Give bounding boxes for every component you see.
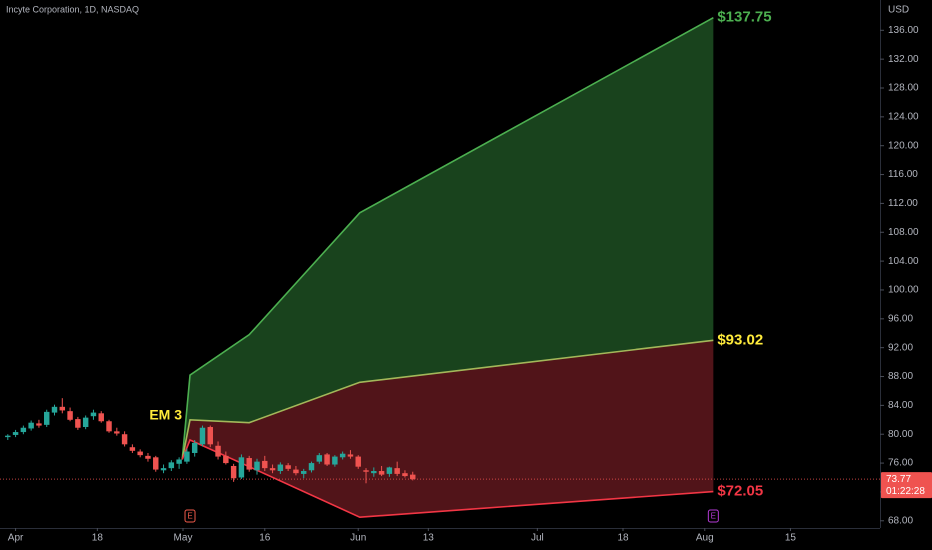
y-tick-label: 136.00 [888,25,919,36]
band-fill [182,17,714,460]
y-tick-label: 80.00 [888,429,913,440]
y-tick-label: 124.00 [888,111,919,122]
y-tick-label: 120.00 [888,140,919,151]
candle-body [269,468,276,471]
y-tick-label: 76.00 [888,458,913,469]
candle-body [160,468,167,471]
y-tick-label: 96.00 [888,313,913,324]
candle-body [82,417,89,428]
y-tick-label: 88.00 [888,371,913,382]
axis-unit: USD [888,5,909,16]
candle-body [339,453,346,458]
event-marker [707,509,719,523]
candle-body [332,456,338,465]
event-marker [184,509,196,523]
band-value-label: $72.05 [717,483,763,500]
candle-body [230,465,237,479]
candle-body [215,445,221,457]
candle-body [137,451,143,456]
y-tick-label: 116.00 [888,169,918,180]
candle-body [145,455,151,459]
candle-body [254,461,260,471]
y-tick-label: 92.00 [888,342,913,353]
candle-body [285,465,291,469]
candle-body [262,460,268,469]
candle-body [153,457,159,470]
x-tick-label: 18 [92,533,104,544]
candle-body [176,459,182,464]
candle-body [184,451,190,462]
candle-body [90,412,97,417]
candle-body [121,434,128,445]
candle-body [410,474,416,480]
y-tick-label: 112.00 [888,198,918,209]
x-tick-label: Jul [531,533,544,544]
band-value-label: $93.02 [717,331,763,348]
x-tick-label: 16 [259,533,271,544]
x-tick-label: May [174,533,193,544]
x-tick-label: 15 [785,533,797,544]
y-tick-label: 100.00 [888,285,919,296]
candle-body [51,406,58,413]
candle-body [308,463,315,471]
y-tick-label: 128.00 [888,83,919,94]
x-tick-label: Apr [8,533,24,544]
y-tick-label: 132.00 [888,54,919,65]
candle-body [293,469,299,474]
candle-body [394,468,400,474]
band-value-label: $137.75 [717,9,771,26]
x-tick-label: Aug [696,533,714,544]
y-tick-label: 108.00 [888,227,919,238]
candle-body [5,435,11,438]
candle-body [223,455,229,464]
candle-body [402,473,408,477]
x-tick-label: Jun [350,533,366,544]
candle-body [191,442,198,453]
y-tick-label: 68.00 [888,515,913,526]
candle-body [246,458,252,470]
candle-body [355,456,361,467]
candle-body [59,406,66,411]
candle-body [36,423,42,426]
candle-body [168,462,175,469]
candle-body [371,471,377,474]
candle-body [199,427,206,445]
candle-body [75,419,81,428]
band-line [181,339,714,460]
candle-body [129,447,136,451]
candle-body [207,427,213,445]
candle-body [44,411,50,425]
band-annotation: EM 3 [149,407,182,423]
y-tick-label: 84.00 [888,400,913,411]
x-tick-label: 18 [617,533,629,544]
last-price-tag [881,472,932,499]
candle-body [324,454,330,465]
event-label: E [711,512,716,521]
band-line [181,16,714,460]
candle-body [28,422,34,429]
candle-body [20,427,27,433]
candle-body [277,464,284,472]
candle-body [67,411,73,420]
candle-body [12,432,19,435]
countdown-label: 01:22:28 [886,486,925,497]
event-label: E [187,512,192,521]
x-tick-label: 13 [423,533,435,544]
candle-body [238,457,245,478]
candle-body [316,455,323,462]
candle-body [114,431,120,434]
candle-body [106,421,112,432]
candle-body [98,413,104,422]
candle-body [386,467,393,474]
candle-body [347,454,354,457]
candle-body [363,470,369,472]
chart-title: Incyte Corporation, 1D, NASDAQ [6,4,139,14]
band-fill [182,340,714,518]
candle-body [300,471,307,474]
candle-body [378,471,385,475]
y-tick-label: 104.00 [888,256,919,267]
last-price-label: 73.77 [886,474,911,485]
